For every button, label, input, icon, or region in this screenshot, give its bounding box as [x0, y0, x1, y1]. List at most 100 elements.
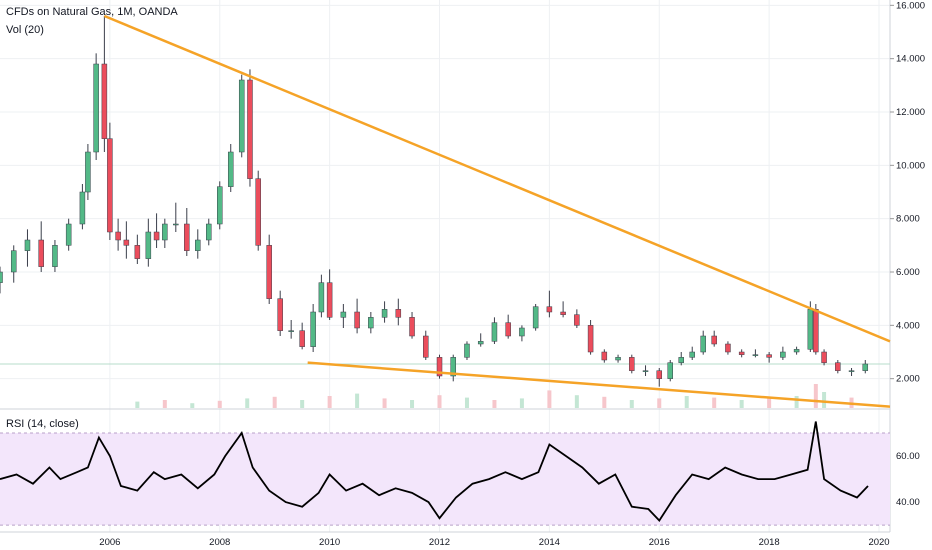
rsi-line — [0, 421, 869, 522]
candle-body — [629, 357, 635, 371]
candle-body — [184, 223, 190, 251]
y-tick-label: 8.000 — [896, 214, 920, 225]
volume-bar — [574, 395, 579, 408]
candle-body — [700, 335, 706, 353]
rsi-polyline — [0, 421, 869, 522]
volume-bars — [135, 384, 854, 408]
y-tick-label: 14.000 — [896, 54, 925, 65]
trendline — [307, 361, 891, 408]
candle-body — [0, 271, 3, 283]
candle-body — [52, 245, 58, 267]
candle-body — [667, 362, 673, 379]
volume-bar — [822, 392, 827, 408]
candle-body — [560, 311, 566, 315]
candle-body — [862, 363, 869, 371]
x-tick-label: 2012 — [429, 537, 450, 548]
volume-bar — [712, 397, 717, 408]
candle-body — [656, 370, 663, 379]
candle-body — [477, 341, 484, 345]
x-tick-label: 2006 — [99, 537, 120, 548]
candle-body — [574, 314, 580, 326]
candle-body — [38, 239, 44, 267]
candle-body — [173, 223, 179, 226]
candle-body — [101, 63, 108, 139]
candle-body — [134, 245, 141, 259]
candle-body — [780, 351, 786, 358]
volume-bar — [657, 398, 662, 408]
candle-body — [238, 79, 245, 153]
candle-body — [642, 370, 649, 372]
candle-body — [505, 322, 511, 337]
candle-body — [326, 282, 333, 318]
y-tick-label: 10.000 — [896, 160, 925, 171]
rsi-legend: RSI (14, close) — [6, 418, 79, 430]
rsi-tick-label: 40.00 — [896, 497, 920, 508]
candle-body — [464, 343, 470, 358]
candle-body — [10, 250, 17, 273]
candle-body — [848, 370, 855, 372]
volume-bar — [519, 398, 524, 408]
candle-body — [153, 231, 160, 241]
rsi-tick-label: 60.00 — [896, 451, 920, 462]
volume-bar — [813, 384, 818, 408]
volume-bar — [684, 396, 689, 408]
x-tick-label: 2008 — [209, 537, 230, 548]
volume-bar — [300, 400, 305, 408]
candle-body — [807, 309, 814, 350]
candle-body — [835, 362, 841, 371]
volume-bar — [464, 397, 469, 408]
candle-body — [546, 306, 553, 313]
volume-bar — [355, 393, 360, 408]
candle-body — [813, 309, 819, 353]
candle-body — [678, 357, 684, 363]
candle-body — [354, 311, 360, 329]
candle-body — [587, 325, 594, 353]
candle-body — [532, 306, 539, 329]
candle-body — [85, 151, 91, 193]
chart-title: CFDs on Natural Gas, 1M, OANDA — [6, 6, 178, 18]
candle-body — [217, 186, 223, 225]
volume-bar — [217, 400, 222, 408]
candle-body — [340, 311, 347, 318]
candle-body — [255, 178, 261, 246]
volume-bar — [272, 396, 277, 408]
candle-body — [299, 330, 305, 347]
y-tick-label: 2.000 — [896, 374, 920, 385]
y-tick-label: 6.000 — [896, 267, 920, 278]
volume-legend: Vol (20) — [6, 24, 44, 36]
volume-bar — [492, 400, 497, 408]
volume-bar — [602, 396, 607, 408]
volume-bar — [382, 398, 387, 408]
volume-bar — [547, 390, 552, 408]
candle-body — [766, 354, 772, 358]
candle-body — [725, 343, 731, 353]
candle-body — [195, 239, 201, 251]
candle-body — [436, 357, 443, 377]
candle-body — [288, 330, 294, 332]
candle-body — [115, 231, 121, 241]
candle-body — [738, 351, 745, 355]
candle-body — [162, 223, 168, 241]
volume-bar — [410, 400, 415, 408]
x-tick-label: 2016 — [649, 537, 670, 548]
candle-body — [318, 282, 325, 313]
candle-body — [423, 335, 429, 358]
x-tick-label: 2010 — [319, 537, 340, 548]
candle-body — [107, 138, 113, 233]
axes: 2.000 4.000 6.000 8.000 10.000 12.000 14.000 16… — [99, 0, 925, 548]
candle-body — [145, 231, 152, 259]
volume-bar — [739, 400, 744, 408]
volume-bar — [135, 401, 140, 408]
candle-body — [615, 357, 621, 361]
candle-body — [689, 351, 695, 358]
volume-bar — [162, 400, 167, 408]
volume-bar — [437, 395, 442, 408]
volume-bar — [245, 398, 250, 408]
trendline — [103, 14, 891, 343]
candle-body — [381, 309, 388, 318]
y-tick-label: 16.000 — [896, 0, 925, 11]
candle-body — [519, 327, 525, 337]
x-tick-label: 2020 — [868, 537, 889, 548]
candle-body — [310, 311, 316, 347]
